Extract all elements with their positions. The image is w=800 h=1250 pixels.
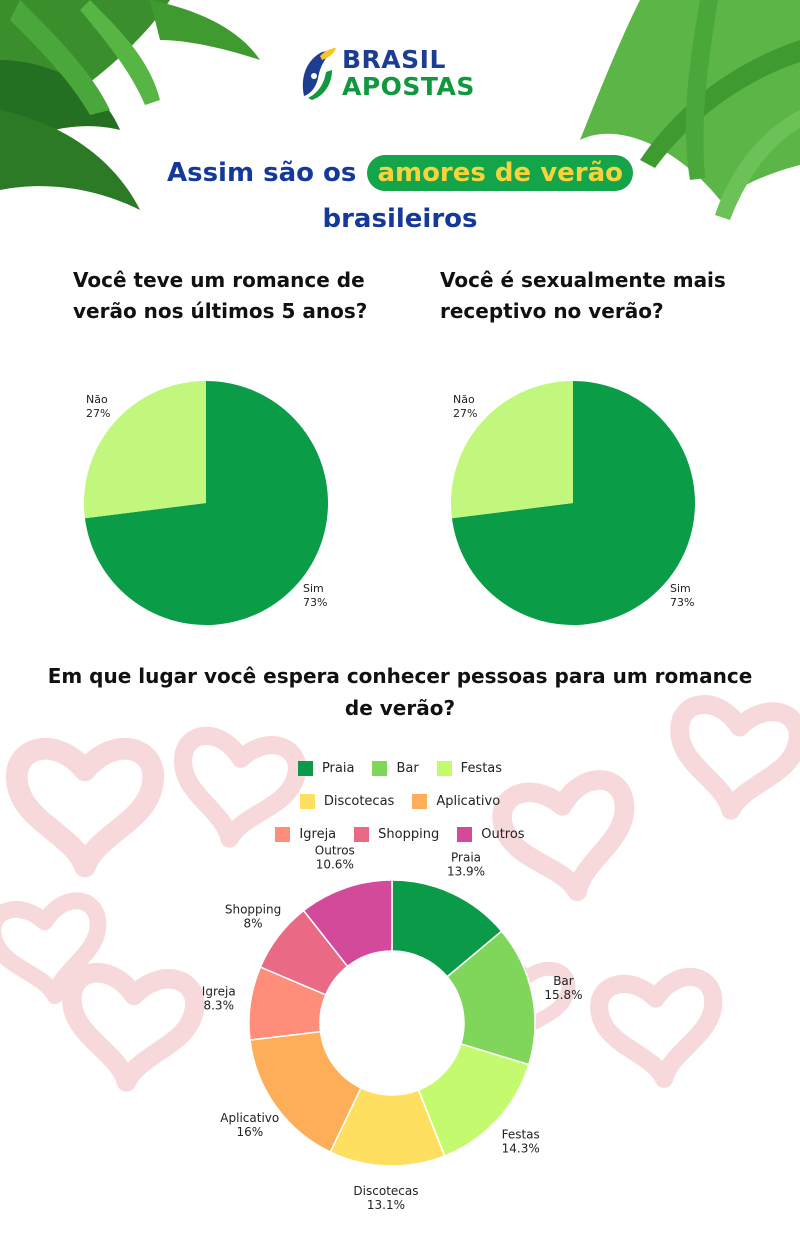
legend-item-aplicativo: Aplicativo [412, 794, 500, 809]
logo-text-apostas: APOSTAS [342, 72, 475, 101]
legend-label: Outros [481, 827, 525, 842]
label-aplicativo: Aplicativo 16% [220, 1111, 279, 1139]
slice-sim [451, 381, 695, 625]
legend-row: Igreja Shopping Outros [230, 818, 570, 851]
slice-outros [302, 879, 393, 968]
legend-label: Discotecas [323, 794, 395, 809]
label-praia: Praia 13.9% [447, 850, 485, 878]
logo-text-brasil: BRASIL [342, 45, 446, 74]
page-title: Assim são os amores de verão brasileiros [0, 150, 800, 242]
legend-swatch [436, 761, 452, 776]
question-2-heading: Você é sexualmente mais receptivo no ver… [440, 268, 726, 323]
label-bar: Bar 15.8% [544, 974, 582, 1002]
legend-row: Praia Bar Festas [230, 752, 570, 785]
legend-item-bar: Bar [372, 761, 419, 776]
legend-row: Discotecas Aplicativo [230, 785, 570, 818]
legend-label: Aplicativo [436, 794, 501, 809]
label-outros: Outros 10.6% [315, 844, 355, 872]
donut-legend: Praia Bar Festas Discotecas Aplicativo Igreja… [230, 752, 570, 851]
legend-item-praia: Praia [297, 761, 355, 776]
question-1-heading: Você teve um romance de verão nos último… [73, 268, 368, 323]
legend-label: Praia [321, 761, 355, 776]
legend-label: Festas [460, 761, 503, 776]
pie-chart-receptivo: Sim 73% Não 27% [451, 381, 695, 625]
legend-swatch [354, 827, 370, 842]
title-line-1: Assim são os amores de verão [0, 150, 800, 196]
donut-chart-lugar: Praia 13.9% Bar 15.8% Festas 14.3% Discotecas 1… [202, 844, 583, 1212]
legend-label: Igreja [299, 827, 337, 842]
title-highlight: amores de verão [367, 155, 634, 191]
palm-leaf-right-icon [580, 0, 800, 220]
brand-logo-icon [302, 48, 336, 100]
label-shopping: Shopping 8% [225, 903, 281, 931]
legend-swatch [299, 794, 315, 809]
legend-item-discotecas: Discotecas [299, 794, 395, 809]
label-festas: Festas 14.3% [502, 1128, 540, 1156]
pie-chart-romance: Sim 73% Não 27% [84, 381, 328, 625]
title-prefix: Assim são os [166, 158, 357, 188]
legend-swatch [412, 794, 428, 809]
brand-logo[interactable]: BRASIL APOSTAS [298, 46, 498, 104]
legend-label: Bar [396, 761, 419, 776]
label-igreja: Igreja 8.3% [202, 984, 236, 1012]
label-sim: Sim 73% [670, 582, 694, 609]
legend-swatch [457, 827, 473, 842]
label-sim: Sim 73% [303, 582, 327, 609]
slice-nao [84, 381, 206, 519]
palm-leaf-left-icon [0, 0, 260, 210]
slice-nao [451, 381, 573, 519]
legend-swatch [297, 761, 313, 776]
legend-item-outros: Outros [457, 827, 525, 842]
legend-item-festas: Festas [436, 761, 503, 776]
slice-sim [84, 381, 328, 625]
question-3-heading: Em que lugar você espera conhecer pessoa… [47, 664, 753, 720]
legend-swatch [275, 827, 291, 842]
title-line-2: brasileiros [322, 204, 478, 234]
label-nao: Não 27% [453, 393, 477, 420]
legend-item-shopping: Shopping [354, 827, 439, 842]
legend-item-igreja: Igreja [275, 827, 336, 842]
legend-label: Shopping [378, 827, 440, 842]
legend-swatch [372, 761, 388, 776]
label-nao: Não 27% [86, 393, 110, 420]
label-discotecas: Discotecas 13.1% [353, 1184, 418, 1212]
